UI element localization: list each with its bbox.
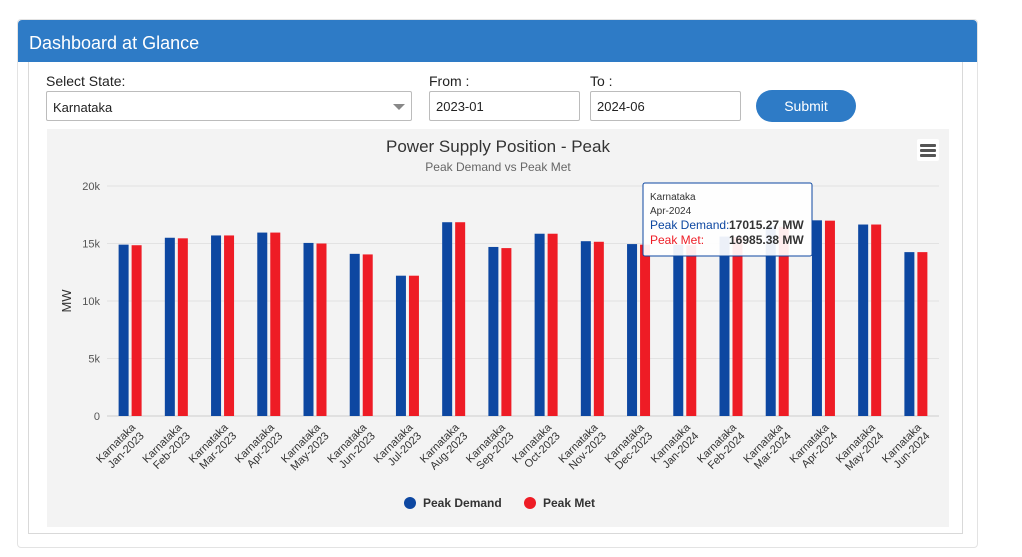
legend-demand-marker (404, 497, 416, 509)
peak-demand-bar[interactable] (765, 226, 776, 416)
peak-met-bar[interactable] (177, 238, 188, 416)
chart-container: Power Supply Position - Peak Peak Demand… (47, 129, 949, 527)
peak-demand-bar[interactable] (395, 275, 406, 416)
bar-series[interactable] (118, 220, 928, 417)
peak-demand-bar[interactable] (627, 244, 638, 416)
chart-title: Power Supply Position - Peak (386, 137, 610, 156)
legend[interactable]: Peak Demand Peak Met (404, 496, 595, 510)
legend-demand-label[interactable]: Peak Demand (423, 496, 502, 510)
legend-met-marker (524, 497, 536, 509)
panel-header: Dashboard at Glance (18, 20, 977, 62)
peak-demand-bar[interactable] (303, 242, 314, 416)
y-tick-label: 15k (82, 239, 100, 251)
peak-demand-bar[interactable] (257, 232, 268, 416)
y-tick-label: 5k (88, 354, 100, 366)
peak-met-bar[interactable] (131, 245, 142, 416)
to-date-input[interactable] (590, 91, 741, 121)
peak-demand-bar[interactable] (164, 237, 175, 416)
peak-met-bar[interactable] (686, 245, 697, 416)
peak-met-bar[interactable] (547, 233, 558, 416)
peak-demand-bar[interactable] (211, 235, 222, 416)
peak-demand-bar[interactable] (719, 236, 730, 416)
peak-demand-bar[interactable] (811, 220, 822, 416)
y-tick-label: 0 (94, 411, 100, 423)
tooltip-demand-label: Peak Demand: (650, 218, 729, 232)
submit-button[interactable]: Submit (756, 90, 856, 122)
peak-met-bar[interactable] (778, 226, 789, 416)
peak-demand-bar[interactable] (580, 241, 591, 416)
panel-title: Dashboard at Glance (29, 33, 200, 53)
tooltip-demand-value: 17015.27 MW (729, 218, 804, 232)
peak-met-bar[interactable] (640, 244, 651, 416)
peak-met-bar[interactable] (455, 222, 466, 416)
y-tick-label: 10k (82, 296, 100, 308)
peak-met-bar[interactable] (316, 243, 327, 417)
peak-demand-bar[interactable] (442, 222, 453, 416)
from-date-input[interactable] (429, 91, 580, 121)
to-label: To : (590, 73, 613, 89)
chevron-down-icon (393, 104, 405, 110)
y-axis-label: MW (59, 289, 74, 313)
peak-demand-bar[interactable] (534, 233, 545, 416)
peak-met-bar[interactable] (408, 275, 419, 416)
peak-met-bar[interactable] (917, 252, 928, 416)
from-label: From : (429, 73, 470, 89)
tooltip-met-label: Peak Met: (650, 233, 704, 247)
peak-met-bar[interactable] (593, 241, 604, 416)
chart-subtitle: Peak Demand vs Peak Met (425, 160, 571, 174)
chart-menu-icon[interactable] (917, 139, 939, 161)
peak-demand-bar[interactable] (904, 252, 915, 416)
peak-demand-bar[interactable] (858, 224, 869, 416)
peak-demand-bar[interactable] (673, 244, 684, 416)
tooltip-box (642, 182, 813, 257)
chart-tooltip: Karnataka Apr-2024 Peak Demand: 17015.27… (642, 182, 813, 257)
y-tick-label: 20k (82, 181, 100, 193)
legend-met-label[interactable]: Peak Met (543, 496, 595, 510)
peak-met-bar[interactable] (732, 237, 743, 416)
peak-demand-bar[interactable] (349, 253, 360, 416)
peak-met-bar[interactable] (270, 232, 281, 416)
state-select-value: Karnataka (53, 100, 113, 115)
x-axis-labels: KarnatakaJan-2023KarnatakaFeb-2023Karnat… (94, 421, 932, 473)
peak-met-bar[interactable] (824, 220, 835, 416)
peak-met-bar[interactable] (224, 235, 235, 416)
peak-demand-bar[interactable] (488, 246, 499, 416)
tooltip-met-value: 16985.38 MW (729, 233, 804, 247)
dashboard-panel: Dashboard at Glance Select State: Karnat… (17, 19, 978, 548)
y-axis-ticks: 0 5k 10k 15k 20k (82, 181, 100, 423)
peak-met-bar[interactable] (362, 254, 373, 416)
state-select[interactable]: Karnataka (46, 91, 412, 121)
peak-met-bar[interactable] (871, 224, 882, 416)
peak-demand-bar[interactable] (118, 244, 129, 416)
tooltip-state: Karnataka (650, 192, 696, 203)
tooltip-period: Apr-2024 (650, 206, 692, 217)
peak-chart: Power Supply Position - Peak Peak Demand… (59, 137, 939, 510)
state-label: Select State: (46, 73, 126, 89)
peak-met-bar[interactable] (501, 248, 512, 416)
